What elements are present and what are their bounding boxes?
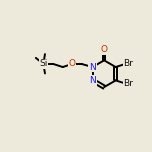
Text: O: O — [69, 59, 76, 69]
Text: N: N — [89, 76, 96, 85]
Text: O: O — [101, 45, 108, 54]
Text: Si: Si — [39, 59, 48, 69]
Text: Br: Br — [124, 79, 133, 88]
Text: N: N — [89, 62, 96, 72]
Text: Br: Br — [124, 59, 133, 68]
